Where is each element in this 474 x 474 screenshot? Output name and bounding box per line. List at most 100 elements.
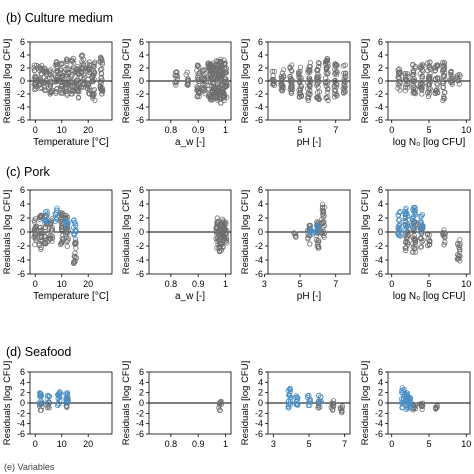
y-tick-label: 6 xyxy=(378,367,383,377)
x-tick-label: 10 xyxy=(57,439,67,449)
data-point xyxy=(298,84,305,90)
data-point xyxy=(316,60,322,67)
data-point xyxy=(98,55,104,61)
data-point xyxy=(315,63,322,70)
x-tick-label: 7 xyxy=(333,279,338,289)
data-point xyxy=(64,56,70,62)
data-point xyxy=(42,228,49,234)
data-point xyxy=(74,64,81,70)
x-tick-label: 20 xyxy=(83,439,93,449)
data-point xyxy=(52,218,59,224)
data-point xyxy=(307,241,313,247)
data-point xyxy=(174,75,180,81)
data-point xyxy=(411,208,418,214)
data-point xyxy=(410,220,416,226)
x-tick-label: 0 xyxy=(389,439,394,449)
data-point xyxy=(223,221,229,227)
y-tick-label: 6 xyxy=(139,37,144,47)
data-point xyxy=(216,405,222,411)
y-tick-label: 4 xyxy=(20,50,25,60)
x-tick-label: 10 xyxy=(461,439,471,449)
data-point xyxy=(307,396,313,403)
y-tick-label: 2 xyxy=(378,388,383,398)
x-tick-label: 0 xyxy=(389,279,394,289)
data-point xyxy=(434,81,440,87)
data-point xyxy=(426,75,432,81)
y-tick-label: -2 xyxy=(17,89,25,99)
y-tick-label: -2 xyxy=(136,408,144,418)
y-tick-label: -2 xyxy=(255,408,263,418)
data-point xyxy=(64,74,70,80)
data-point xyxy=(424,89,431,96)
y-tick-label: -6 xyxy=(255,429,263,439)
y-tick-label: 2 xyxy=(378,213,383,223)
data-point xyxy=(316,96,322,102)
data-point xyxy=(99,61,105,67)
data-point xyxy=(97,84,104,90)
data-point xyxy=(70,225,77,231)
data-point xyxy=(395,224,401,230)
data-point xyxy=(448,76,454,82)
data-point xyxy=(205,82,211,88)
data-point xyxy=(214,215,220,221)
y-tick-label: 0 xyxy=(139,76,144,86)
data-point xyxy=(307,84,313,90)
data-point xyxy=(47,83,53,89)
x-tick-label: 5 xyxy=(426,279,431,289)
data-point xyxy=(280,83,286,89)
data-point xyxy=(288,81,295,87)
data-point xyxy=(71,220,77,226)
data-point xyxy=(331,94,338,100)
data-point xyxy=(325,94,331,100)
data-point xyxy=(341,70,347,76)
data-point xyxy=(211,75,217,81)
data-point xyxy=(441,227,447,233)
data-point xyxy=(343,74,349,80)
data-point xyxy=(199,68,206,74)
data-point xyxy=(218,62,224,68)
x-tick-label: 0.9 xyxy=(192,439,205,449)
data-point xyxy=(271,68,277,75)
data-point xyxy=(63,224,70,230)
data-point xyxy=(320,208,326,214)
data-point xyxy=(325,86,331,93)
data-point xyxy=(432,67,439,74)
data-point xyxy=(217,407,223,413)
data-point xyxy=(418,65,424,71)
data-point xyxy=(343,70,349,77)
x-tick-label: 3 xyxy=(271,439,276,449)
data-point xyxy=(417,219,424,225)
y-axis-label: Residuals [log CFU] xyxy=(240,39,251,123)
y-tick-label: -2 xyxy=(255,89,263,99)
y-tick-label: 4 xyxy=(378,50,383,60)
data-point xyxy=(395,212,401,219)
data-point xyxy=(52,79,58,85)
y-tick-label: 4 xyxy=(20,377,25,387)
data-point xyxy=(43,224,49,230)
data-point xyxy=(441,242,447,248)
data-point xyxy=(212,69,218,75)
y-tick-label: 4 xyxy=(258,50,263,60)
data-point xyxy=(329,407,336,413)
data-point xyxy=(31,68,37,74)
data-point xyxy=(71,259,77,265)
section-title: (c) Pork xyxy=(6,165,51,179)
data-point xyxy=(427,241,433,247)
data-point xyxy=(405,232,411,238)
data-point xyxy=(173,82,179,88)
data-point xyxy=(309,229,315,235)
data-point xyxy=(222,235,228,241)
x-axis-label: Temperature [°C] xyxy=(33,137,109,148)
data-point xyxy=(288,90,294,96)
data-point xyxy=(403,211,409,217)
data-point xyxy=(91,62,97,68)
data-point xyxy=(54,205,60,211)
data-point xyxy=(32,235,38,241)
data-point xyxy=(402,70,408,77)
data-point xyxy=(405,73,411,80)
data-point xyxy=(84,65,90,72)
data-point xyxy=(75,85,81,91)
data-point xyxy=(63,212,69,219)
data-point xyxy=(39,237,45,243)
y-axis-label: Residuals [log CFU] xyxy=(360,39,371,123)
